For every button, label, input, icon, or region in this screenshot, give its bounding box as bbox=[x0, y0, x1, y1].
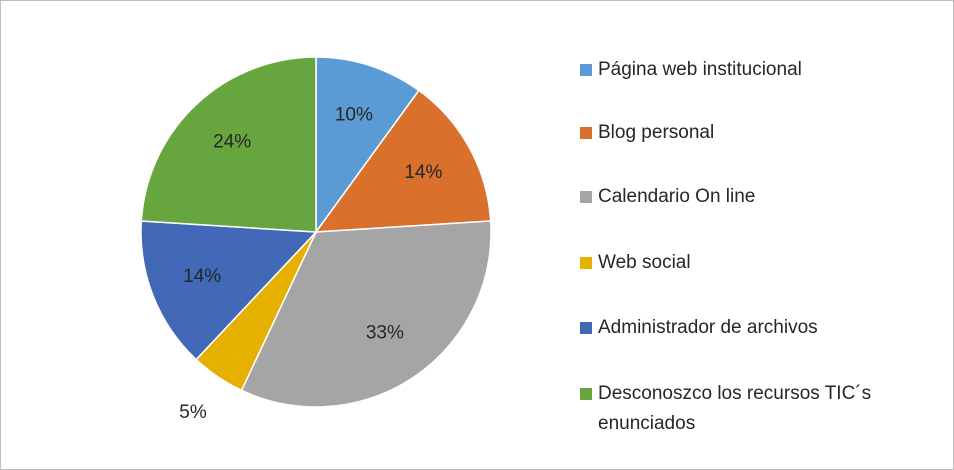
data-label: 5% bbox=[179, 402, 207, 423]
data-label: 14% bbox=[404, 162, 442, 183]
data-label: 10% bbox=[335, 105, 373, 126]
data-label: 14% bbox=[183, 266, 221, 287]
pie-slice bbox=[315, 56, 420, 235]
legend-label: Desconoszco los recursos TIC´s enunciados bbox=[598, 383, 871, 434]
pie-slice bbox=[240, 220, 492, 408]
pie-slice bbox=[140, 220, 318, 361]
data-label: 24% bbox=[213, 132, 251, 153]
legend-label: Administrador de archivos bbox=[598, 317, 818, 338]
legend-swatch bbox=[580, 388, 592, 400]
pie-slice bbox=[314, 89, 492, 233]
legend-label: Web social bbox=[598, 252, 691, 273]
legend-swatch bbox=[580, 191, 592, 203]
legend-label: Página web institucional bbox=[598, 59, 802, 80]
legend-swatch bbox=[580, 322, 592, 334]
legend-swatch bbox=[580, 127, 592, 139]
pie-slice bbox=[140, 56, 317, 233]
legend-swatch bbox=[580, 257, 592, 269]
legend-swatch bbox=[580, 64, 592, 76]
data-label: 33% bbox=[366, 322, 404, 343]
legend-label: Calendario On line bbox=[598, 186, 755, 207]
legend-label: Blog personal bbox=[598, 122, 714, 143]
